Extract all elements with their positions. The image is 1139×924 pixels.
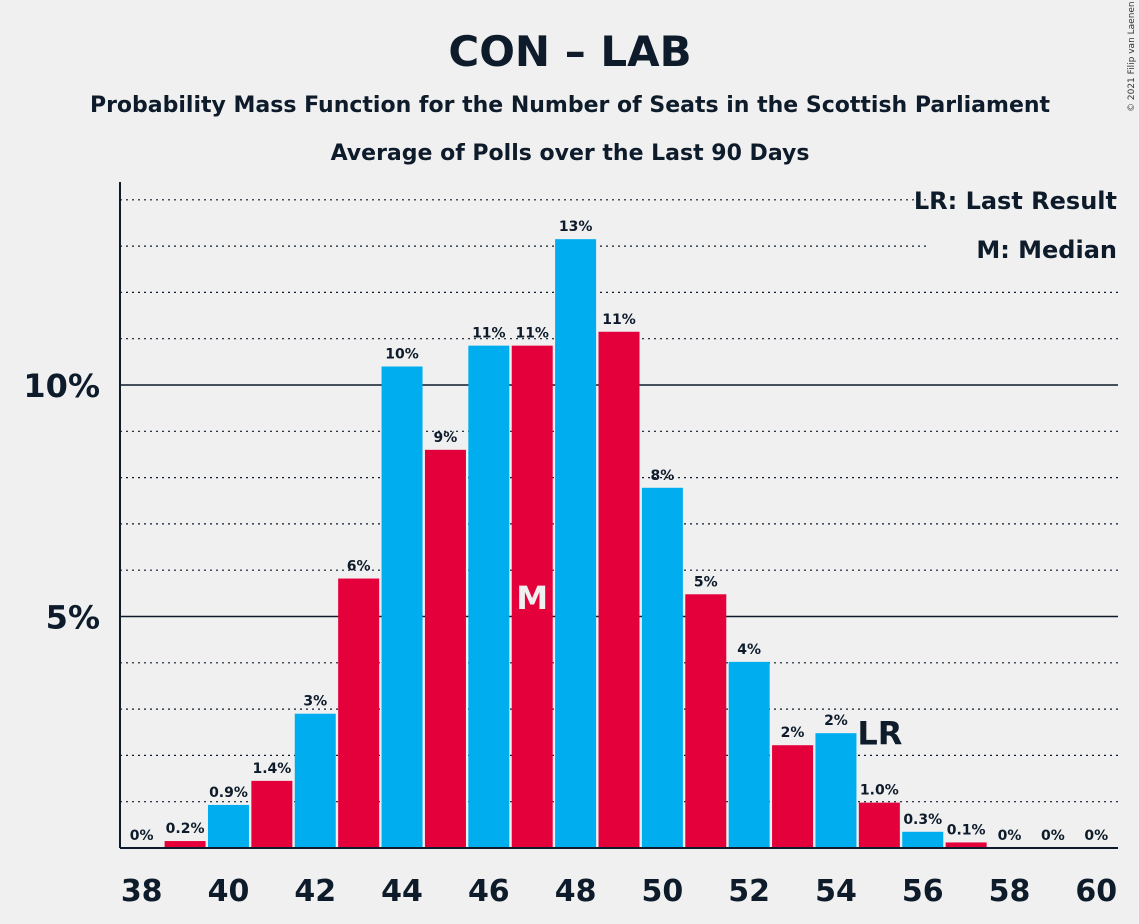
bar-seat-54 xyxy=(815,733,857,848)
bar-seat-52 xyxy=(728,661,770,848)
x-tick-label: 48 xyxy=(555,874,597,909)
bar-seat-55 xyxy=(858,802,900,848)
bar-seat-48 xyxy=(555,239,597,848)
y-tick-label: 5% xyxy=(46,599,100,637)
x-tick-label: 38 xyxy=(121,874,163,909)
bar-seat-43 xyxy=(338,578,380,848)
x-tick-label: 44 xyxy=(381,874,423,909)
bar-seat-39 xyxy=(164,841,206,848)
bar-seat-46 xyxy=(468,345,510,848)
bar-seat-44 xyxy=(381,366,423,848)
x-tick-label: 52 xyxy=(728,874,770,909)
x-tick-label: 40 xyxy=(208,874,250,909)
data-label-seat-58: 0% xyxy=(998,828,1022,844)
data-label-seat-41: 1.4% xyxy=(252,761,291,777)
bar-seat-56 xyxy=(902,831,944,848)
bar-seat-42 xyxy=(294,713,336,848)
data-label-seat-55: 1.0% xyxy=(860,783,899,799)
data-label-seat-57: 0.1% xyxy=(947,822,986,838)
bar-seat-57 xyxy=(945,842,987,848)
legend-last-result: LR: Last Result xyxy=(914,187,1117,215)
bar-seat-41 xyxy=(251,780,293,848)
data-label-seat-39: 0.2% xyxy=(166,821,205,837)
copyright-text: © 2021 Filip van Laenen xyxy=(1127,1,1137,112)
chart-subtitle: Probability Mass Function for the Number… xyxy=(90,93,1051,118)
data-label-seat-52: 4% xyxy=(737,642,761,658)
legend-median: M: Median xyxy=(976,236,1117,264)
data-label-seat-47: 11% xyxy=(515,326,549,342)
data-label-seat-38: 0% xyxy=(130,828,154,844)
legend-background xyxy=(930,182,1125,272)
data-labels-group: 0% 0.2% 0.9%1.4% 3% 6% 10% 9% 11% 11% 13% 11% 8% 5% 4… xyxy=(130,219,1108,844)
x-tick-label: 42 xyxy=(294,874,336,909)
x-tick-label: 56 xyxy=(902,874,944,909)
x-tick-label: 58 xyxy=(989,874,1031,909)
data-label-seat-42: 3% xyxy=(303,694,327,710)
data-label-seat-44: 10% xyxy=(385,346,419,362)
bar-seat-40 xyxy=(207,804,249,848)
bar-seat-51 xyxy=(685,594,727,848)
x-tick-label: 50 xyxy=(642,874,684,909)
data-label-seat-40: 0.9% xyxy=(209,785,248,801)
bar-seat-50 xyxy=(641,487,683,848)
data-label-seat-49: 11% xyxy=(602,312,636,328)
data-label-seat-48: 13% xyxy=(559,219,593,235)
data-label-seat-43: 6% xyxy=(347,559,371,575)
data-label-seat-45: 9% xyxy=(434,430,458,446)
legend: LR: Last Result M: Median xyxy=(914,182,1125,272)
median-marker: M xyxy=(516,579,548,617)
bars-group xyxy=(164,239,987,848)
bar-seat-49 xyxy=(598,331,640,848)
x-tick-label: 60 xyxy=(1075,874,1117,909)
bar-seat-53 xyxy=(772,745,814,848)
data-label-seat-59: 0% xyxy=(1041,828,1065,844)
bar-seat-47 xyxy=(511,345,553,848)
last-result-marker: LR xyxy=(857,715,902,753)
bar-seat-45 xyxy=(424,449,466,848)
data-label-seat-50: 8% xyxy=(651,468,675,484)
data-label-seat-51: 5% xyxy=(694,574,718,590)
data-label-seat-54: 2% xyxy=(824,713,848,729)
data-label-seat-46: 11% xyxy=(472,326,506,342)
chart-subtitle-2: Average of Polls over the Last 90 Days xyxy=(331,141,810,166)
chart-title: CON – LAB xyxy=(448,27,691,76)
data-label-seat-56: 0.3% xyxy=(903,812,942,828)
y-tick-label: 10% xyxy=(23,367,100,405)
data-label-seat-53: 2% xyxy=(781,725,805,741)
axes-group: 5% 10% 38 40 42 44 46 48 50 52 54 56 58 60 xyxy=(23,182,1118,909)
data-label-seat-60: 0% xyxy=(1084,828,1108,844)
x-tick-label: 54 xyxy=(815,874,857,909)
x-tick-label: 46 xyxy=(468,874,510,909)
